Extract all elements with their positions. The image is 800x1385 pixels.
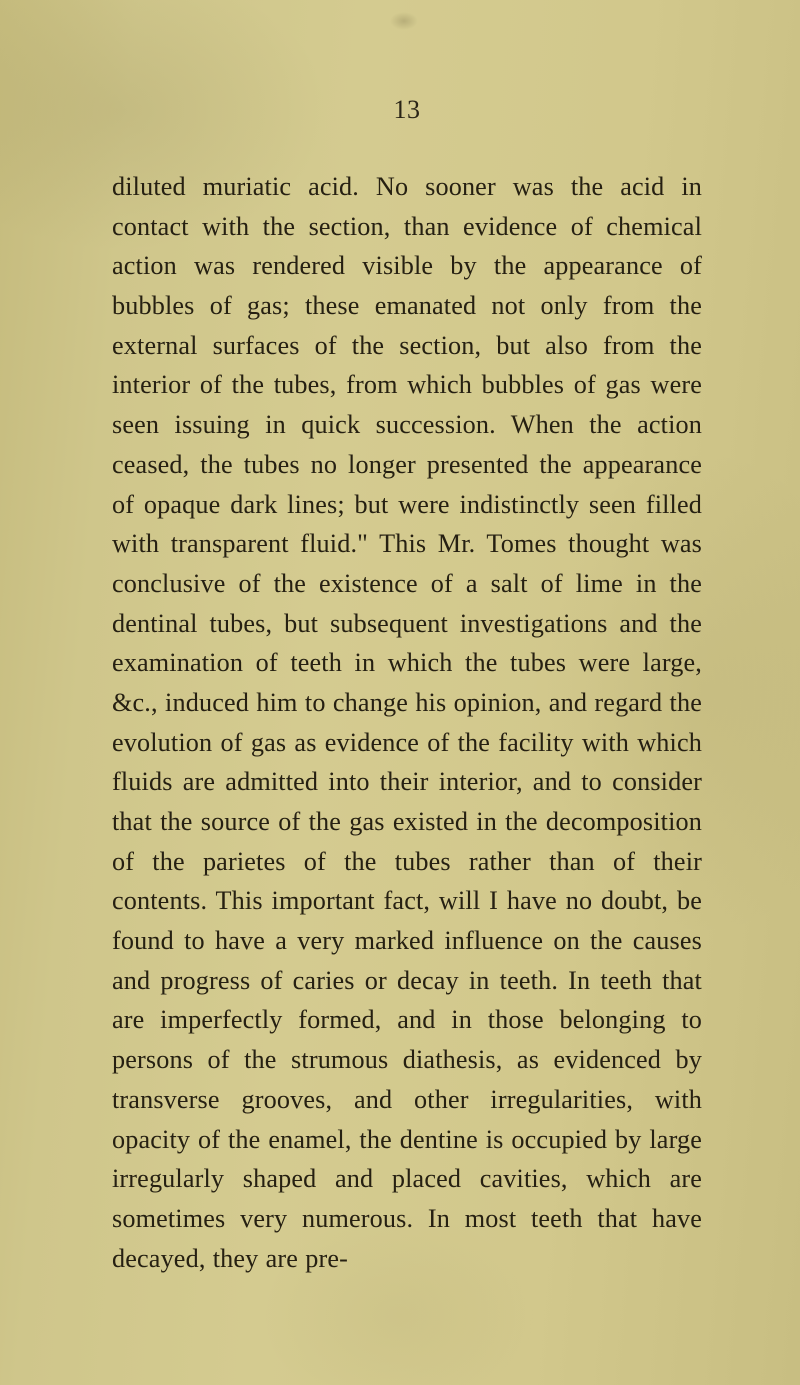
page-smudge — [390, 12, 418, 30]
body-paragraph: diluted muriatic acid. No sooner was the… — [112, 167, 702, 1278]
page-number: 13 — [112, 95, 702, 125]
scanned-page: 13 diluted muriatic acid. No sooner was … — [0, 0, 800, 1385]
